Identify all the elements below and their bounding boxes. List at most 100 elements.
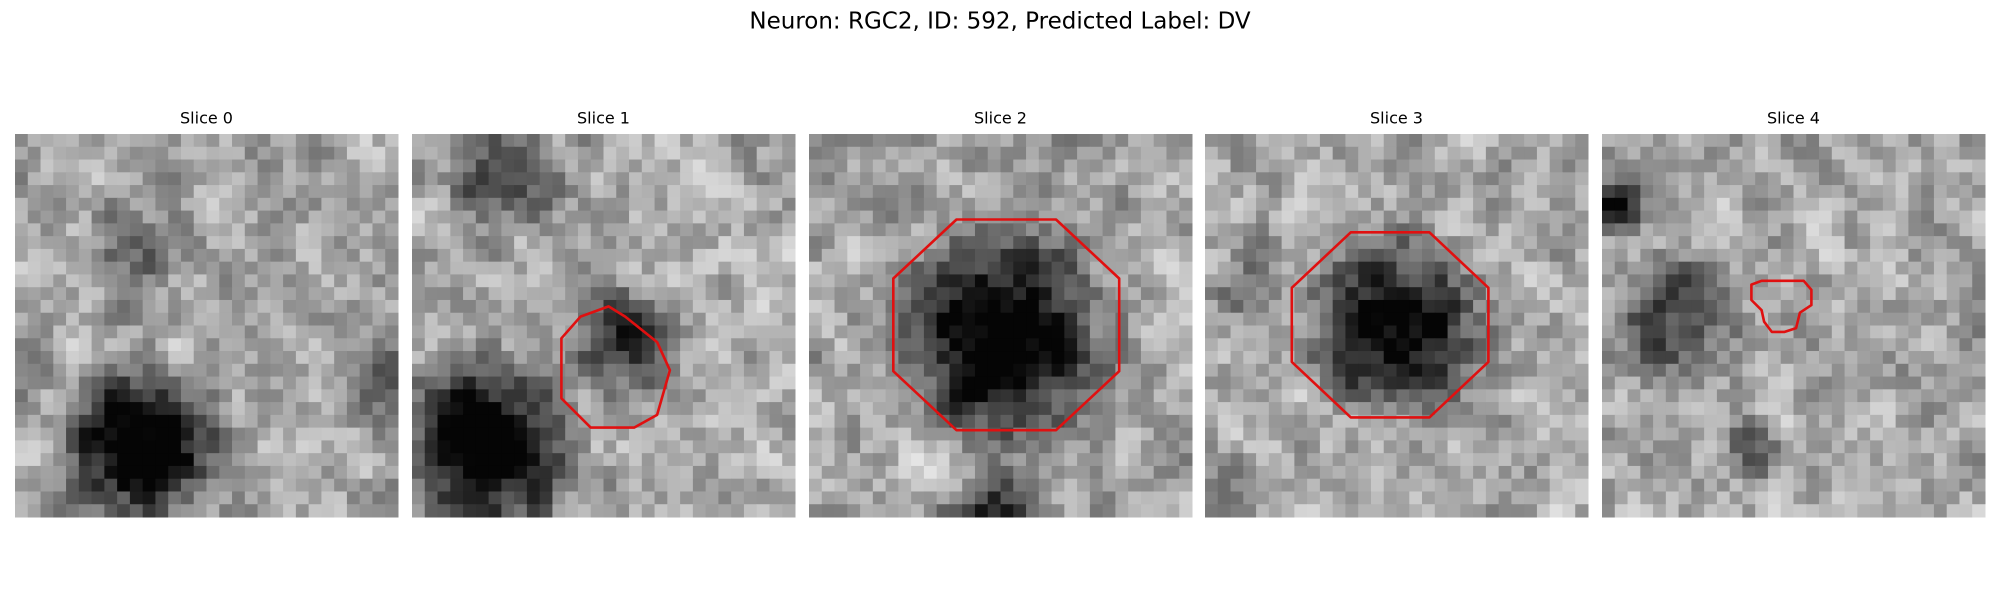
pixel	[53, 274, 67, 288]
pixel	[1665, 185, 1680, 199]
pixel	[206, 427, 220, 441]
pixel	[1562, 414, 1576, 429]
pixel	[488, 363, 502, 378]
pixel	[129, 440, 144, 454]
pixel	[1614, 299, 1629, 314]
pixel	[1038, 287, 1053, 301]
pixel	[385, 453, 399, 467]
pixel	[1793, 338, 1807, 352]
pixel	[155, 414, 169, 429]
pixel	[821, 210, 836, 224]
pixel	[1396, 146, 1410, 161]
pixel	[1026, 274, 1040, 288]
pixel	[782, 376, 796, 390]
pixel	[1614, 159, 1629, 173]
pixel	[232, 427, 246, 441]
pixel	[321, 197, 335, 212]
pixel	[1921, 274, 1935, 288]
pixel	[372, 287, 386, 301]
pixel	[66, 312, 80, 326]
pixel	[514, 453, 528, 467]
pixel	[1831, 197, 1846, 212]
pixel	[412, 287, 426, 301]
pixel	[514, 338, 528, 352]
pixel	[514, 236, 528, 250]
pixel	[412, 363, 426, 378]
pixel	[911, 453, 925, 467]
pixel	[1691, 363, 1705, 378]
pixel	[1383, 261, 1397, 275]
pixel	[911, 504, 925, 518]
pixel	[1153, 146, 1167, 161]
pixel	[1115, 299, 1129, 314]
pixel	[450, 402, 464, 416]
pixel	[1383, 134, 1397, 148]
pixel	[308, 453, 322, 467]
pixel	[1370, 299, 1385, 314]
pixel	[654, 504, 668, 518]
pixel	[1665, 504, 1680, 518]
pixel	[577, 351, 592, 365]
pixel	[450, 185, 464, 199]
pixel	[321, 287, 335, 301]
pixel	[1447, 146, 1461, 161]
pixel	[372, 210, 386, 224]
pixel	[680, 414, 694, 429]
pixel	[1345, 248, 1359, 263]
pixel	[117, 236, 131, 250]
pixel	[936, 414, 950, 429]
pixel	[756, 287, 770, 301]
pixel	[1268, 274, 1283, 288]
pixel	[308, 185, 322, 199]
pixel	[1256, 491, 1270, 505]
pixel	[1268, 248, 1283, 263]
pixel	[1473, 261, 1487, 275]
pixel	[66, 338, 80, 352]
pixel	[705, 351, 719, 365]
pixel	[847, 287, 861, 301]
pixel	[1819, 197, 1833, 212]
pixel	[1294, 465, 1308, 480]
pixel	[180, 172, 195, 186]
pixel	[283, 159, 297, 173]
pixel	[539, 414, 553, 429]
pixel	[898, 491, 912, 505]
pixel	[1358, 134, 1372, 148]
pixel	[680, 325, 694, 339]
pixel	[680, 402, 694, 416]
pixel	[1026, 134, 1040, 148]
pixel	[1627, 172, 1641, 186]
pixel	[705, 389, 719, 403]
pixel	[898, 504, 912, 518]
pixel	[1434, 274, 1449, 288]
pixel	[1332, 261, 1346, 275]
pixel	[949, 504, 963, 518]
pixel	[769, 248, 783, 263]
pixel	[847, 402, 861, 416]
pixel	[667, 402, 681, 416]
pixel	[987, 261, 1001, 275]
pixel	[1205, 363, 1219, 378]
pixel	[1844, 389, 1858, 403]
pixel	[1383, 287, 1397, 301]
pixel	[1447, 274, 1461, 288]
pixel	[1128, 325, 1142, 339]
pixel	[1077, 440, 1091, 454]
pixel	[1205, 134, 1219, 148]
pixel	[974, 274, 989, 288]
pixel	[526, 134, 541, 148]
pixel	[437, 414, 451, 429]
pixel	[1627, 389, 1641, 403]
pixel	[1895, 312, 1909, 326]
pixel	[1780, 134, 1794, 148]
pixel	[923, 363, 938, 378]
pixel	[1614, 389, 1629, 403]
pixel	[603, 146, 617, 161]
pixel	[1933, 261, 1948, 275]
pixel	[257, 134, 271, 148]
pixel	[463, 427, 477, 441]
pixel	[1602, 389, 1616, 403]
pixel	[104, 491, 118, 505]
pixel	[155, 491, 169, 505]
pixel	[1000, 159, 1014, 173]
